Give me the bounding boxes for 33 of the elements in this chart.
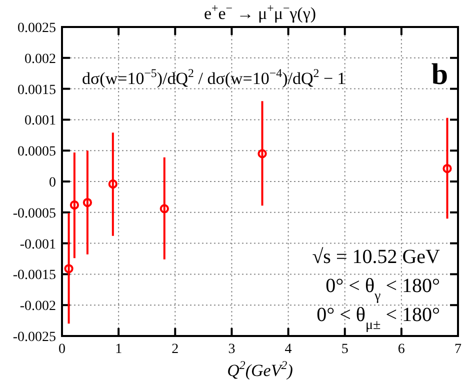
y-tick-label: -0.002 <box>20 299 56 314</box>
x-tick-label: 1 <box>115 342 122 357</box>
chart-title: e$^{+}$e$^{−}$ → μ$^{+}$μ$^{−}$γ(γ) <box>204 1 316 23</box>
x-tick-label: 2 <box>172 342 179 357</box>
x-axis-title: Q$^{2}$(GeV$^{2}$) <box>227 358 294 380</box>
y-tick-label: 0.0025 <box>18 21 56 36</box>
x-tick-label: 5 <box>341 342 348 357</box>
point <box>108 179 118 189</box>
y-tick-label: -0.0005 <box>12 206 56 222</box>
annotation: 0° < θ$_{μ±}$ < 180° <box>316 304 440 332</box>
y-tick-label: 0 <box>49 176 56 190</box>
x-tick-label: 0 <box>58 342 66 357</box>
y-tick-label: -0.0015 <box>12 268 56 284</box>
y-tick-label: 0.001 <box>24 114 56 129</box>
x-tick-label: 3 <box>228 342 236 357</box>
point <box>160 204 169 214</box>
x-tick-label: 4 <box>284 342 292 357</box>
y-tick-label: 0.0005 <box>18 144 56 160</box>
point <box>64 264 74 274</box>
point <box>82 198 92 208</box>
point <box>258 149 267 158</box>
y-tick-label: -0.0025 <box>12 330 56 345</box>
annotation: b <box>431 58 448 91</box>
annotation: √s = 10.52 GeV <box>312 246 441 268</box>
point <box>442 164 452 174</box>
annotation: 0° < θ$_{γ}$ < 180° <box>326 275 440 304</box>
x-tick-label: 6 <box>398 342 405 357</box>
y-tick-label: -0.001 <box>20 237 56 252</box>
y-tick-label: 0.0015 <box>18 82 56 98</box>
x-tick-label: 7 <box>454 342 462 357</box>
y-tick-label: 0.002 <box>24 52 56 67</box>
text: dσ(w=10$^{−5}$)/dQ$^{2}$ / dσ(w=10$^{−4}$)/dQ$^{2}$ − 1 <box>82 66 346 88</box>
point <box>70 200 80 210</box>
